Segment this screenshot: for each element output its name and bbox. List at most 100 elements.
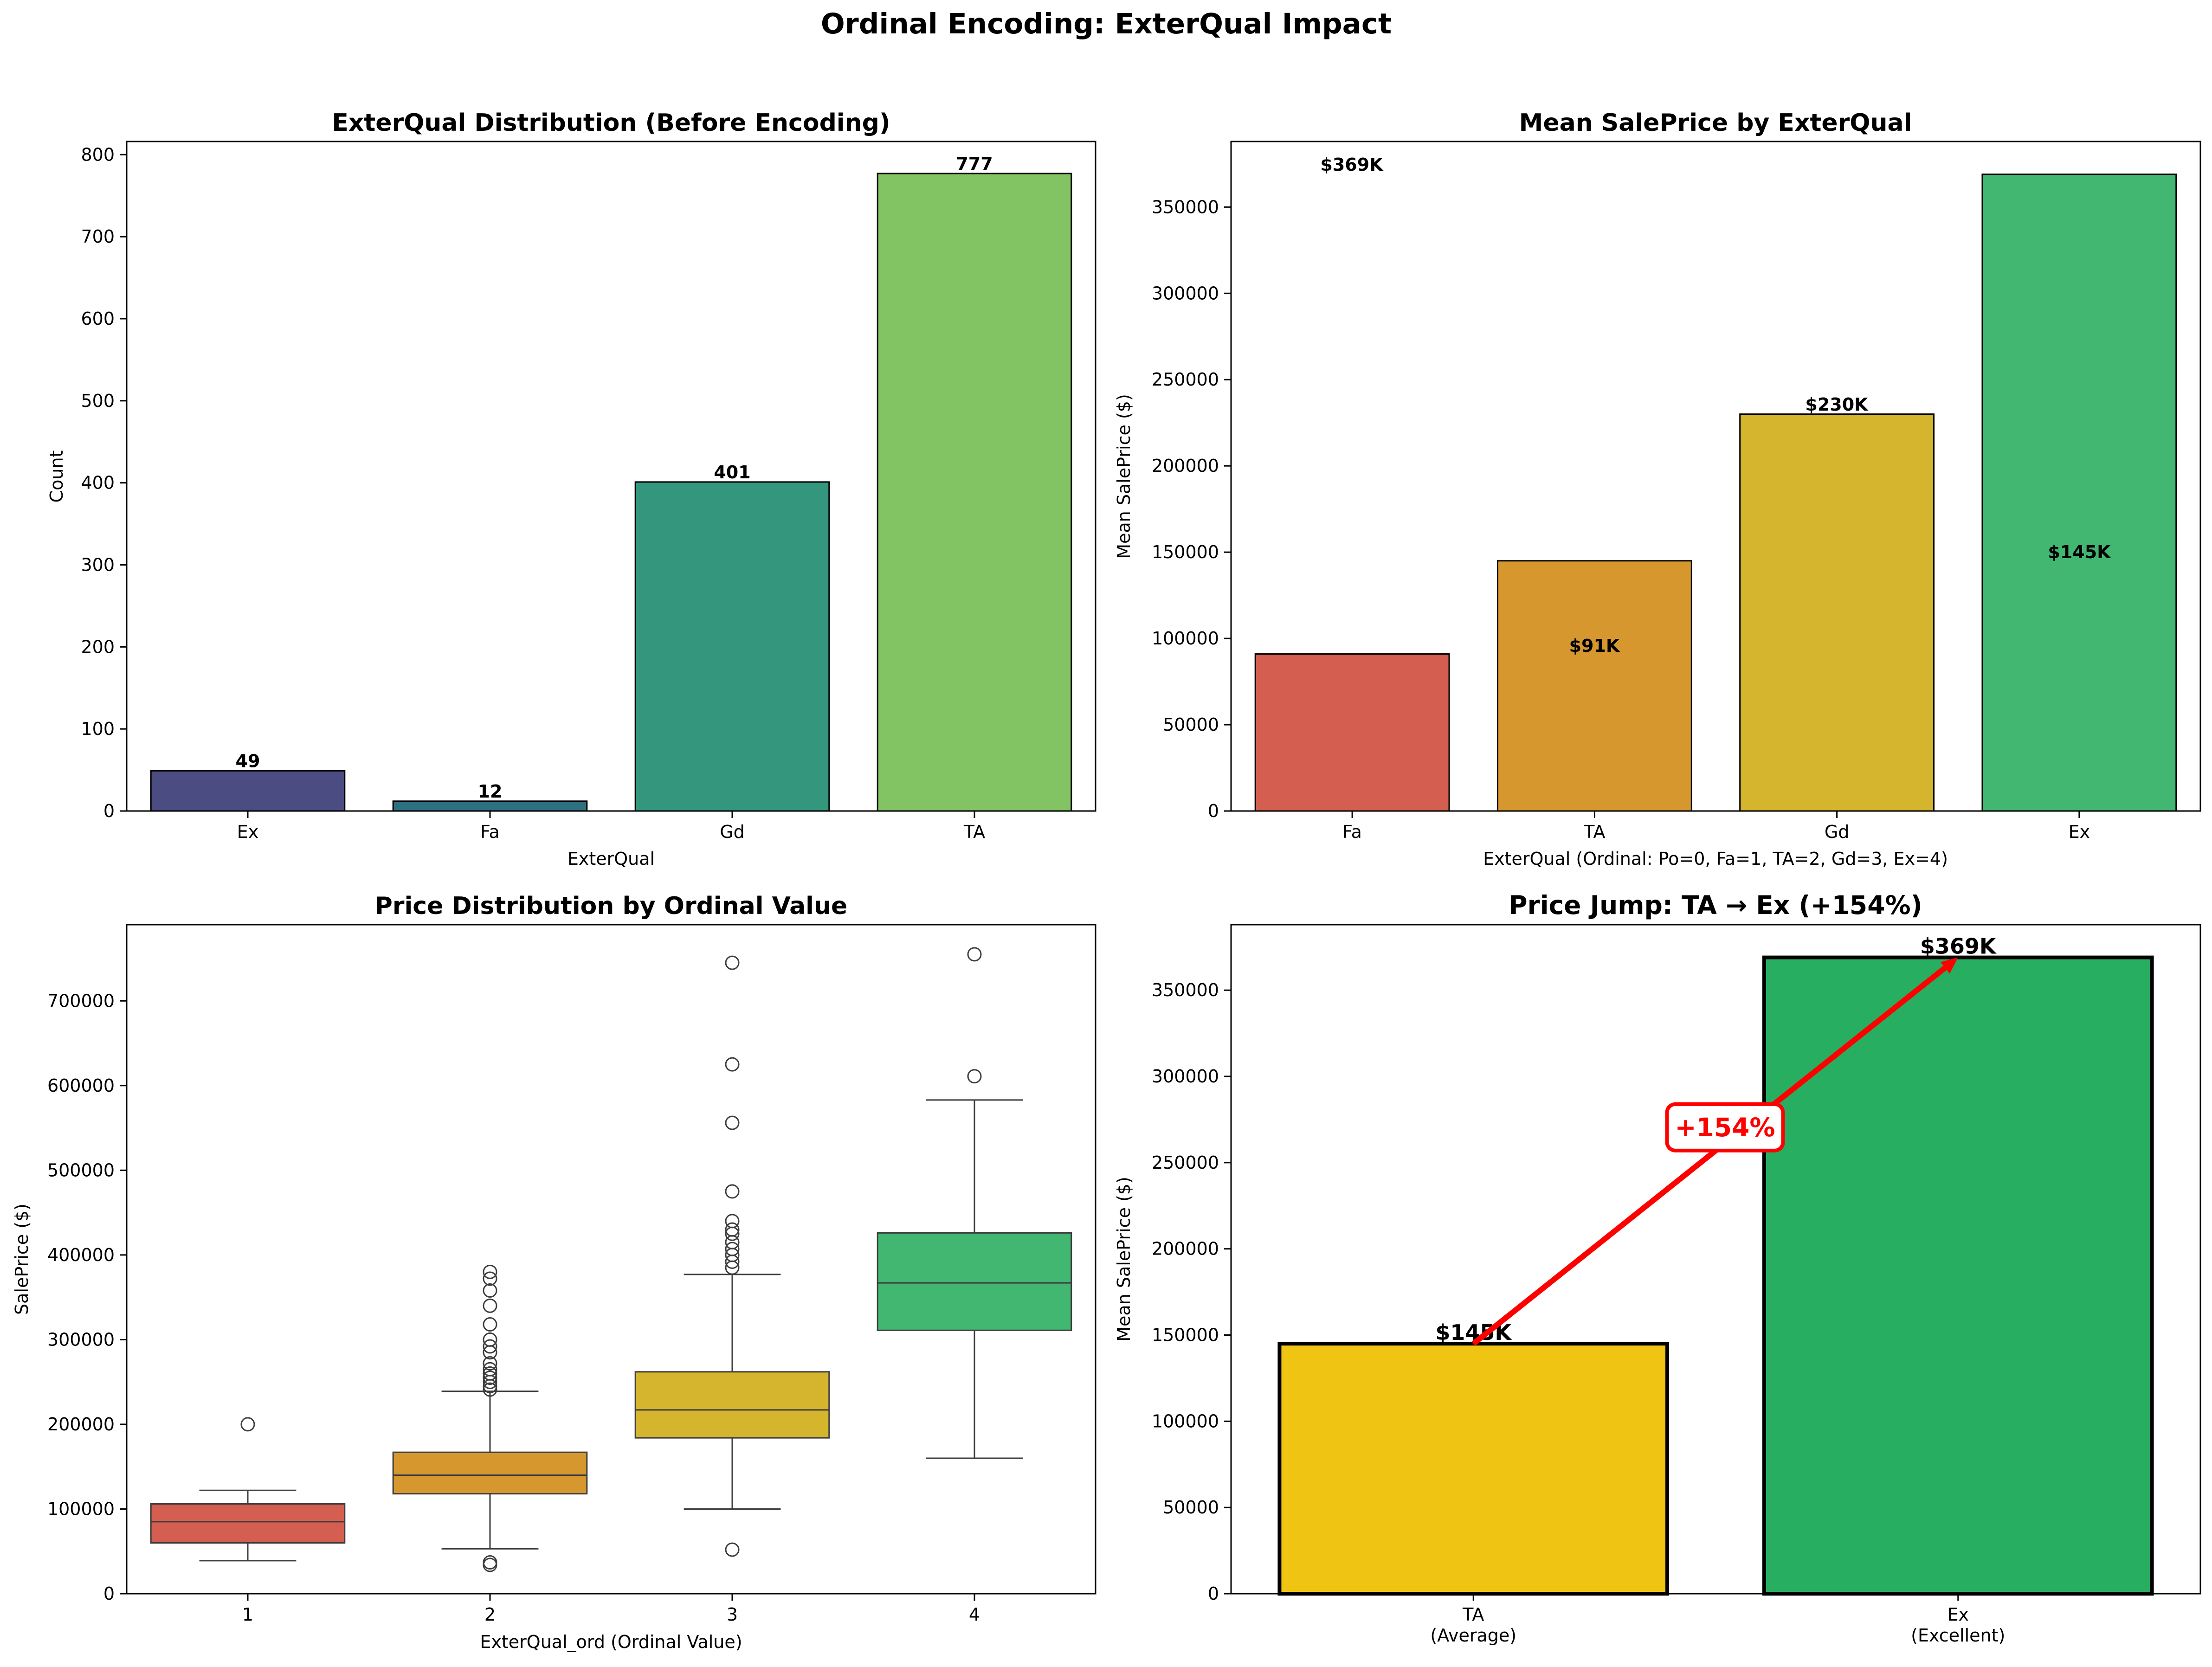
- outlier-point: [483, 1332, 497, 1347]
- distribution-ytick-label: 500: [81, 391, 115, 411]
- jump-bar-ta: [1277, 1342, 1670, 1596]
- panel-distribution-ylabel: Count: [46, 451, 67, 503]
- panel-mean-price-title: Mean SalePrice by ExterQual: [1519, 109, 1912, 137]
- jump-bar-value-label: $369K: [1920, 934, 1997, 959]
- price-jump-ytick-label: 350000: [1152, 980, 1219, 1000]
- distribution-ytick-label: 200: [81, 637, 115, 657]
- price-jump-ytick-label: 300000: [1152, 1066, 1219, 1087]
- bar-fa: [1254, 653, 1450, 812]
- outlier-point: [967, 1069, 982, 1084]
- bar-value-label: 12: [478, 781, 503, 802]
- bar-value-label: 401: [714, 462, 750, 483]
- panel-mean-price-ylabel: Mean SalePrice ($): [1114, 394, 1134, 559]
- distribution-xtick-label: Ex: [237, 822, 259, 842]
- mean-price-ytick-label: 250000: [1152, 369, 1219, 390]
- distribution-ytick-label: 700: [81, 226, 115, 247]
- outlier-point: [483, 1371, 497, 1385]
- bar-ta: [1496, 560, 1692, 812]
- panel-boxplot-title: Price Distribution by Ordinal Value: [375, 892, 848, 920]
- panel-boxplot-marks: 0 100000 200000 300000 400000 500000 600000 700…: [47, 947, 1072, 1625]
- boxplot-ytick-label: 700000: [47, 991, 115, 1011]
- price-jump-xtick-sublabel: (Average): [1430, 1625, 1516, 1646]
- annotation-label-2: $91K: [1569, 636, 1620, 656]
- boxplot-ytick-label: 200000: [47, 1414, 115, 1435]
- price-jump-ytick-label: 50000: [1163, 1497, 1219, 1518]
- box-2: [392, 1451, 588, 1495]
- mean-price-xtick-label: Gd: [1825, 822, 1850, 842]
- outlier-point: [725, 1057, 740, 1072]
- price-jump-xtick-label: Ex: [1948, 1604, 1969, 1625]
- bar-value-label: 777: [956, 154, 993, 174]
- distribution-ytick-label: 600: [81, 309, 115, 329]
- bar-gd: [1739, 413, 1935, 812]
- panel-distribution-title: ExterQual Distribution (Before Encoding): [332, 109, 890, 137]
- mean-price-ytick-label: 50000: [1163, 714, 1219, 735]
- mean-price-xtick-label: TA: [1583, 822, 1605, 842]
- mean-price-ytick-label: 300000: [1152, 283, 1219, 303]
- mean-price-ytick-label: 0: [1208, 801, 1219, 821]
- distribution-ytick-label: 100: [81, 719, 115, 739]
- outlier-point: [725, 1184, 740, 1199]
- price-jump-ytick-label: 100000: [1152, 1411, 1219, 1431]
- distribution-xtick-label: Gd: [720, 822, 745, 842]
- bar-ex: [150, 770, 346, 812]
- figure-title: Ordinal Encoding: ExterQual Impact: [821, 7, 1392, 40]
- price-jump-ytick-label: 150000: [1152, 1325, 1219, 1345]
- outlier-point: [725, 955, 740, 970]
- price-jump-ytick-label: 0: [1208, 1583, 1219, 1604]
- panel-price-jump-marks: $145K$369K050000100000150000200000250000…: [1152, 934, 2154, 1646]
- boxplot-ytick-label: 400000: [47, 1245, 115, 1265]
- outlier-point: [483, 1555, 497, 1570]
- price-jump-xtick-label: TA: [1462, 1604, 1484, 1625]
- panel-price-jump-frame: [1230, 924, 2201, 1595]
- boxplot-xtick-label: 1: [242, 1604, 253, 1625]
- bar-fa: [392, 800, 588, 812]
- outlier-point: [240, 1417, 255, 1432]
- panel-price-jump-ylabel: Mean SalePrice ($): [1114, 1177, 1134, 1342]
- outlier-point: [483, 1317, 497, 1332]
- outlier-point: [725, 1214, 740, 1229]
- mean-price-ytick-label: 200000: [1152, 456, 1219, 476]
- price-jump-xtick-sublabel: (Excellent): [1911, 1625, 2005, 1646]
- jump-label-box: [1665, 1102, 1785, 1152]
- bar-ta: [877, 173, 1072, 812]
- panel-boxplot: Price Distribution by Ordinal Value 0 100…: [12, 892, 1096, 1652]
- outlier-point: [483, 1271, 497, 1286]
- outlier-point: [483, 1366, 497, 1381]
- panel-price-jump: Price Jump: TA → Ex (+154%) $145K$369K05…: [1114, 890, 2201, 1646]
- boxplot-xtick-label: 4: [969, 1604, 980, 1625]
- outlier-point: [725, 1222, 740, 1237]
- outlier-point: [483, 1382, 497, 1397]
- panel-distribution-xlabel: ExterQual: [568, 849, 655, 869]
- price-jump-ytick-label: 250000: [1152, 1152, 1219, 1173]
- bar-gd: [634, 481, 830, 812]
- annotation-label-4: $145K: [2048, 542, 2111, 562]
- panel-boxplot-ylabel: SalePrice ($): [12, 1204, 32, 1315]
- outlier-point: [483, 1264, 497, 1279]
- outlier-point: [725, 1542, 740, 1557]
- panel-mean-price-marks: 0 50000 100000 150000 200000 250000 300000 3500…: [1152, 174, 2177, 842]
- mean-price-ytick-label: 100000: [1152, 628, 1219, 649]
- panel-distribution: ExterQual Distribution (Before Encoding)…: [46, 109, 1096, 869]
- outlier-point: [483, 1339, 497, 1354]
- boxplot-ytick-label: 600000: [47, 1075, 115, 1096]
- distribution-ytick-label: 800: [81, 144, 115, 165]
- outlier-point: [483, 1298, 497, 1313]
- distribution-xtick-label: Fa: [480, 822, 500, 842]
- boxplot-ytick-label: 0: [103, 1583, 115, 1604]
- jump-arrow-head: [1940, 957, 1958, 974]
- panel-distribution-marks: 49 12 401 777 0 100 200 300 400 500 600 700 800 Ex Fa G…: [81, 144, 1072, 842]
- annotation-label-3: $230K: [1805, 394, 1869, 415]
- box-4: [877, 1232, 1072, 1331]
- outlier-point: [483, 1356, 497, 1371]
- annotation-label-1: $369K: [1320, 154, 1384, 175]
- outlier-point: [483, 1362, 497, 1377]
- mean-price-xtick-label: Fa: [1342, 822, 1362, 842]
- boxplot-xtick-label: 3: [727, 1604, 738, 1625]
- distribution-ytick-label: 0: [103, 801, 115, 821]
- box-3: [634, 1371, 830, 1439]
- boxplot-ytick-label: 500000: [47, 1160, 115, 1180]
- mean-price-ytick-label: 150000: [1152, 542, 1219, 562]
- outlier-point: [483, 1283, 497, 1298]
